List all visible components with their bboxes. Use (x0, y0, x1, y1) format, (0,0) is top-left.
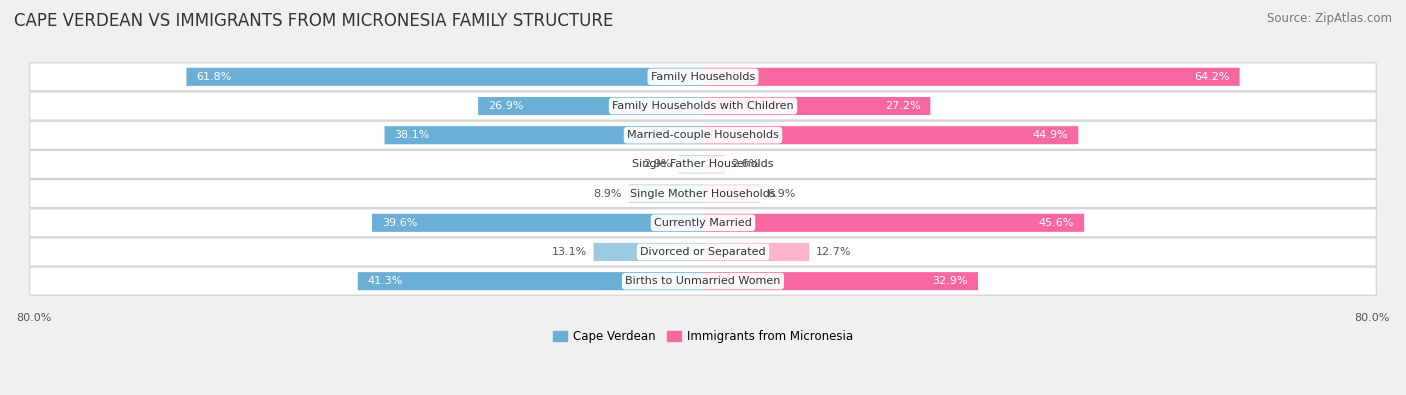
Text: Births to Unmarried Women: Births to Unmarried Women (626, 276, 780, 286)
FancyBboxPatch shape (703, 68, 1240, 86)
FancyBboxPatch shape (373, 214, 703, 232)
Text: 2.6%: 2.6% (731, 160, 759, 169)
Text: Family Households: Family Households (651, 72, 755, 82)
FancyBboxPatch shape (703, 184, 761, 203)
Text: Single Mother Households: Single Mother Households (630, 188, 776, 199)
FancyBboxPatch shape (679, 155, 703, 173)
FancyBboxPatch shape (703, 155, 724, 173)
Text: 32.9%: 32.9% (932, 276, 967, 286)
FancyBboxPatch shape (30, 180, 1376, 208)
FancyBboxPatch shape (30, 267, 1376, 295)
FancyBboxPatch shape (30, 238, 1376, 266)
FancyBboxPatch shape (703, 243, 808, 261)
Legend: Cape Verdean, Immigrants from Micronesia: Cape Verdean, Immigrants from Micronesia (548, 325, 858, 348)
Text: 41.3%: 41.3% (368, 276, 404, 286)
FancyBboxPatch shape (703, 272, 979, 290)
Text: 8.9%: 8.9% (593, 188, 621, 199)
Text: Divorced or Separated: Divorced or Separated (640, 247, 766, 257)
FancyBboxPatch shape (30, 121, 1376, 149)
FancyBboxPatch shape (478, 97, 703, 115)
FancyBboxPatch shape (30, 92, 1376, 120)
Text: 13.1%: 13.1% (551, 247, 586, 257)
Text: Currently Married: Currently Married (654, 218, 752, 228)
Text: CAPE VERDEAN VS IMMIGRANTS FROM MICRONESIA FAMILY STRUCTURE: CAPE VERDEAN VS IMMIGRANTS FROM MICRONES… (14, 12, 613, 30)
Text: 2.9%: 2.9% (644, 160, 672, 169)
FancyBboxPatch shape (357, 272, 703, 290)
FancyBboxPatch shape (703, 214, 1084, 232)
FancyBboxPatch shape (593, 243, 703, 261)
FancyBboxPatch shape (30, 209, 1376, 237)
Text: Source: ZipAtlas.com: Source: ZipAtlas.com (1267, 12, 1392, 25)
Text: 38.1%: 38.1% (395, 130, 430, 140)
Text: 64.2%: 64.2% (1194, 72, 1230, 82)
FancyBboxPatch shape (187, 68, 703, 86)
Text: Family Households with Children: Family Households with Children (612, 101, 794, 111)
Text: 6.9%: 6.9% (768, 188, 796, 199)
Text: 27.2%: 27.2% (884, 101, 921, 111)
FancyBboxPatch shape (628, 184, 703, 203)
Text: 26.9%: 26.9% (488, 101, 523, 111)
Text: Married-couple Households: Married-couple Households (627, 130, 779, 140)
FancyBboxPatch shape (30, 150, 1376, 179)
FancyBboxPatch shape (385, 126, 703, 144)
Text: 61.8%: 61.8% (197, 72, 232, 82)
FancyBboxPatch shape (30, 63, 1376, 91)
Text: 45.6%: 45.6% (1039, 218, 1074, 228)
Text: 44.9%: 44.9% (1032, 130, 1069, 140)
FancyBboxPatch shape (703, 126, 1078, 144)
Text: 39.6%: 39.6% (382, 218, 418, 228)
FancyBboxPatch shape (703, 97, 931, 115)
Text: 12.7%: 12.7% (815, 247, 852, 257)
Text: Single Father Households: Single Father Households (633, 160, 773, 169)
